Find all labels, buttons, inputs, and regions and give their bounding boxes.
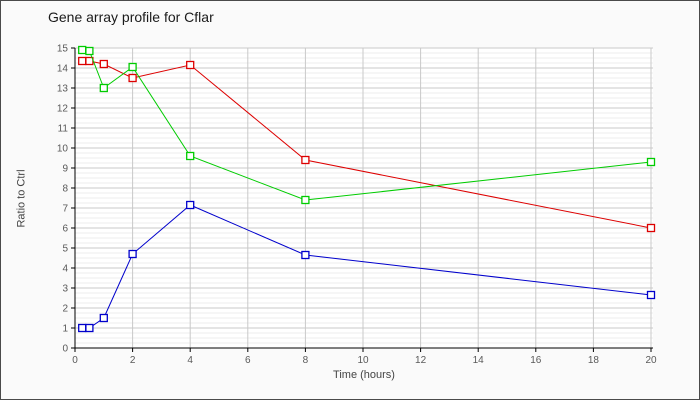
y-axis-label: Ratio to Ctrl — [15, 169, 28, 228]
series-green-marker — [99, 83, 108, 93]
x-tick-label: 2 — [130, 355, 136, 366]
axes — [74, 48, 653, 349]
x-tick-label: 4 — [187, 355, 193, 366]
y-tick-label: 6 — [62, 224, 68, 235]
x-tick-label: 12 — [415, 355, 427, 366]
series-green-marker — [646, 157, 656, 167]
y-tick-label: 10 — [57, 144, 69, 155]
x-tick-label: 8 — [303, 355, 309, 366]
x-tick-label: 18 — [588, 355, 600, 366]
series-blue-marker — [78, 323, 87, 333]
series-blue-marker — [128, 249, 137, 259]
y-tick-label: 3 — [62, 284, 68, 295]
series-blue-marker — [646, 290, 656, 300]
x-tick-label: 20 — [645, 355, 657, 366]
series-blue-marker — [301, 250, 310, 260]
x-tick-label: 16 — [530, 355, 542, 366]
minor-gridlines — [75, 52, 653, 344]
y-tick-label: 7 — [62, 204, 68, 215]
series-red-marker — [99, 59, 108, 69]
y-tick-label: 0 — [62, 344, 68, 355]
y-tick-label: 9 — [62, 164, 68, 175]
series-red-marker — [128, 73, 137, 83]
y-tick-label: 4 — [62, 264, 68, 275]
series-green — [78, 45, 656, 205]
series-red-marker — [646, 223, 656, 233]
y-tick-label: 1 — [62, 324, 68, 335]
series-green-marker — [186, 151, 195, 161]
chart-title: Gene array profile for Cflar — [48, 9, 214, 25]
x-tick-label: 14 — [473, 355, 485, 366]
y-tick-label: 5 — [62, 244, 68, 255]
series-red — [78, 56, 656, 233]
series-blue-marker — [99, 313, 108, 323]
y-tick-label: 11 — [58, 124, 69, 135]
y-tick-label: 13 — [57, 84, 69, 95]
x-tick-label: 6 — [245, 355, 251, 366]
x-axis-ticks: 0 2 4 6 8 10 12 14 16 18 20 — [72, 348, 657, 366]
y-tick-label: 14 — [57, 64, 69, 75]
y-tick-label: 12 — [57, 104, 69, 115]
x-tick-label: 10 — [357, 355, 369, 366]
y-tick-label: 2 — [62, 304, 68, 315]
y-tick-label: 8 — [62, 184, 68, 195]
y-tick-label: 15 — [57, 44, 69, 55]
x-tick-label: 0 — [72, 355, 78, 366]
series-green-marker — [85, 46, 94, 56]
series-green-marker — [78, 45, 87, 55]
series-red-marker — [301, 155, 310, 165]
series-red-marker — [78, 56, 87, 66]
series-green-marker — [301, 195, 310, 205]
series-green-marker — [128, 62, 137, 72]
series-blue-marker — [186, 200, 195, 210]
series-red-marker — [186, 60, 195, 70]
series-blue — [78, 200, 656, 333]
series-blue-marker — [85, 323, 94, 333]
x-axis-label: Time (hours) — [333, 369, 395, 381]
